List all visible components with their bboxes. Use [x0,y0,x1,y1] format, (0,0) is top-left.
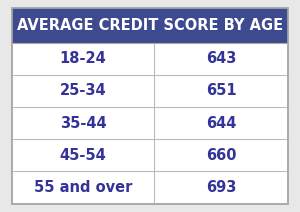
Text: 644: 644 [206,116,236,131]
Bar [12,8,288,43]
Text: 660: 660 [206,148,236,163]
Text: 55 and over: 55 and over [34,180,132,195]
Text: 18-24: 18-24 [60,51,106,66]
Text: 25-34: 25-34 [60,83,106,98]
Text: 643: 643 [206,51,236,66]
Text: 651: 651 [206,83,236,98]
Text: 35-44: 35-44 [60,116,106,131]
Text: AVERAGE CREDIT SCORE BY AGE: AVERAGE CREDIT SCORE BY AGE [17,18,283,33]
Text: 693: 693 [206,180,236,195]
Text: 45-54: 45-54 [60,148,106,163]
